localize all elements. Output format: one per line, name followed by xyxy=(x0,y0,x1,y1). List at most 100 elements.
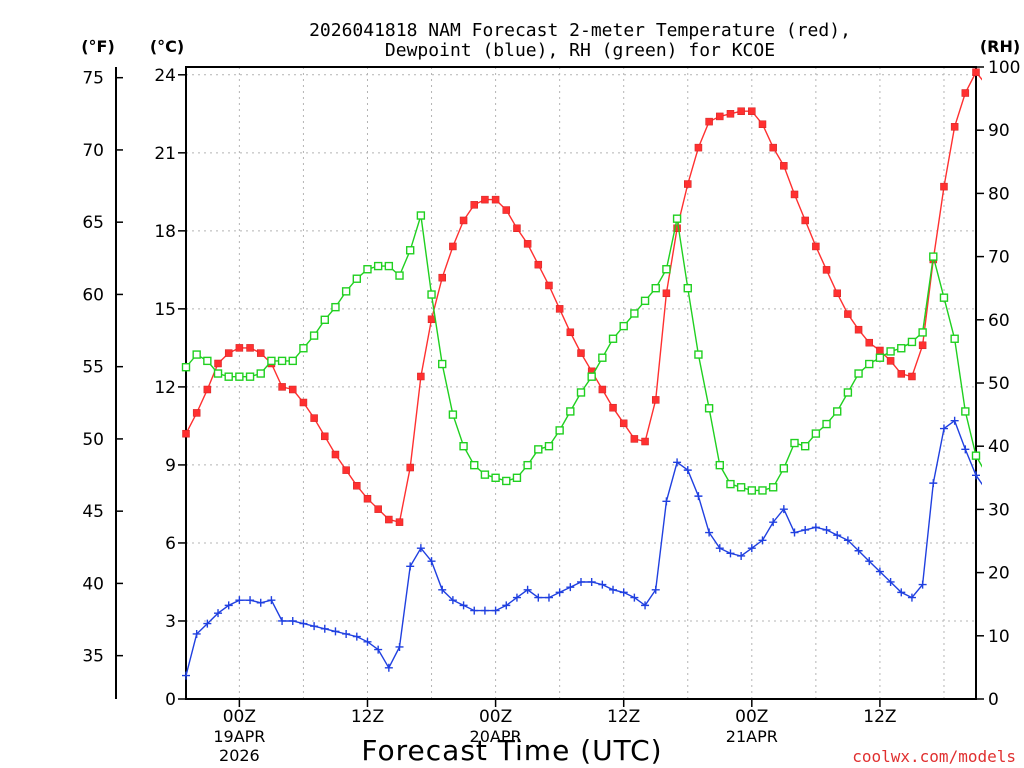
data-point-rh xyxy=(384,261,394,271)
data-point-dewpoint xyxy=(598,580,607,589)
data-point-dewpoint xyxy=(480,606,489,615)
data-point-temperature xyxy=(662,289,671,298)
data-point-temperature xyxy=(278,383,286,391)
data-point-rh xyxy=(213,369,223,378)
data-point-rh xyxy=(256,369,265,378)
x-year-label: 2026 xyxy=(219,746,260,765)
data-point-rh xyxy=(448,410,458,419)
data-point-rh xyxy=(800,442,810,451)
data-point-dewpoint xyxy=(769,518,778,527)
data-point-temperature xyxy=(918,341,927,350)
data-point-temperature xyxy=(523,240,532,248)
data-point-rh xyxy=(491,473,500,482)
data-point-temperature xyxy=(598,385,607,394)
data-point-rh xyxy=(683,284,692,293)
data-point-dewpoint xyxy=(406,562,415,571)
data-point-temperature xyxy=(321,432,329,441)
data-point-temperature xyxy=(256,349,265,357)
data-point-rh xyxy=(886,347,895,356)
data-point-rh xyxy=(438,359,447,369)
data-point-temperature xyxy=(961,89,970,97)
data-point-rh xyxy=(918,328,927,337)
data-point-dewpoint xyxy=(566,583,575,592)
data-point-rh xyxy=(726,479,735,489)
data-point-temperature xyxy=(502,206,511,214)
data-point-rh xyxy=(512,473,522,482)
data-point-rh xyxy=(555,426,564,435)
data-point-temperature xyxy=(289,385,297,394)
data-point-rh xyxy=(502,476,511,486)
data-point-dewpoint xyxy=(544,593,553,602)
data-point-temperature xyxy=(758,120,767,128)
rh-tick-label: 20 xyxy=(988,564,1010,584)
x-date-label: 19APR xyxy=(213,727,265,746)
data-point-dewpoint xyxy=(587,577,596,586)
data-point-dewpoint xyxy=(801,525,810,534)
data-point-temperature xyxy=(192,409,201,417)
data-point-rh xyxy=(640,296,650,306)
data-point-temperature xyxy=(395,518,404,526)
x-tick-label: 12Z xyxy=(863,707,896,727)
data-point-dewpoint xyxy=(619,588,628,597)
data-point-dewpoint xyxy=(961,445,970,454)
data-point-temperature xyxy=(182,429,190,438)
celsius-tick-label: 6 xyxy=(165,534,176,554)
data-point-temperature xyxy=(886,357,895,365)
data-point-rh xyxy=(907,337,917,347)
data-point-temperature xyxy=(427,315,436,324)
fahrenheit-tick-label: 75 xyxy=(82,69,104,89)
data-point-temperature xyxy=(235,344,244,352)
data-point-rh xyxy=(267,356,276,366)
data-point-dewpoint xyxy=(929,479,938,488)
data-point-rh xyxy=(779,464,789,473)
data-point-temperature xyxy=(630,435,639,443)
unit-label-rh: (RH) xyxy=(980,37,1020,56)
data-point-rh xyxy=(854,369,863,378)
data-point-dewpoint xyxy=(342,629,351,638)
data-point-rh xyxy=(747,486,757,495)
data-point-rh xyxy=(929,252,938,261)
series-rh xyxy=(181,211,982,495)
data-point-temperature xyxy=(801,216,809,225)
data-point-rh xyxy=(961,407,970,416)
data-point-dewpoint xyxy=(363,637,372,646)
data-point-dewpoint xyxy=(875,567,884,576)
celsius-tick-label: 12 xyxy=(154,378,176,398)
data-point-rh xyxy=(288,356,297,366)
data-point-dewpoint xyxy=(843,536,852,545)
rh-tick-label: 80 xyxy=(988,184,1010,204)
data-point-temperature xyxy=(833,289,841,298)
data-point-temperature xyxy=(619,419,628,428)
rh-tick-label: 0 xyxy=(988,690,999,710)
data-point-rh xyxy=(715,460,724,470)
data-point-rh xyxy=(352,274,362,283)
celsius-tick-label: 24 xyxy=(154,66,176,86)
celsius-tick-label: 0 xyxy=(165,690,176,710)
data-point-temperature xyxy=(481,195,489,204)
data-point-dewpoint xyxy=(459,601,468,610)
data-point-dewpoint xyxy=(972,471,980,480)
data-point-dewpoint xyxy=(705,528,714,537)
fahrenheit-tick-label: 65 xyxy=(82,213,104,233)
rh-tick-label: 90 xyxy=(988,121,1010,141)
data-point-rh xyxy=(405,246,415,255)
fahrenheit-tick-label: 60 xyxy=(82,285,104,305)
data-point-rh xyxy=(822,419,831,429)
data-point-rh xyxy=(608,334,618,343)
data-point-dewpoint xyxy=(555,588,564,597)
data-point-temperature xyxy=(214,359,222,368)
data-point-dewpoint xyxy=(235,596,244,605)
data-point-dewpoint xyxy=(352,632,361,641)
data-point-rh xyxy=(704,404,714,413)
data-point-dewpoint xyxy=(427,557,436,566)
data-point-dewpoint xyxy=(577,577,585,586)
axes: 35 40 45 50 55 60 65 70 75 0 3 6 9 12 15 18 21 24 0 10 20 30 4… xyxy=(82,58,1020,765)
data-point-dewpoint xyxy=(278,616,287,625)
data-point-rh xyxy=(341,287,351,296)
data-point-temperature xyxy=(299,398,308,407)
data-point-temperature xyxy=(705,117,713,126)
data-point-temperature xyxy=(790,190,799,199)
rh-tick-label: 60 xyxy=(988,311,1010,331)
data-point-temperature xyxy=(246,344,254,352)
